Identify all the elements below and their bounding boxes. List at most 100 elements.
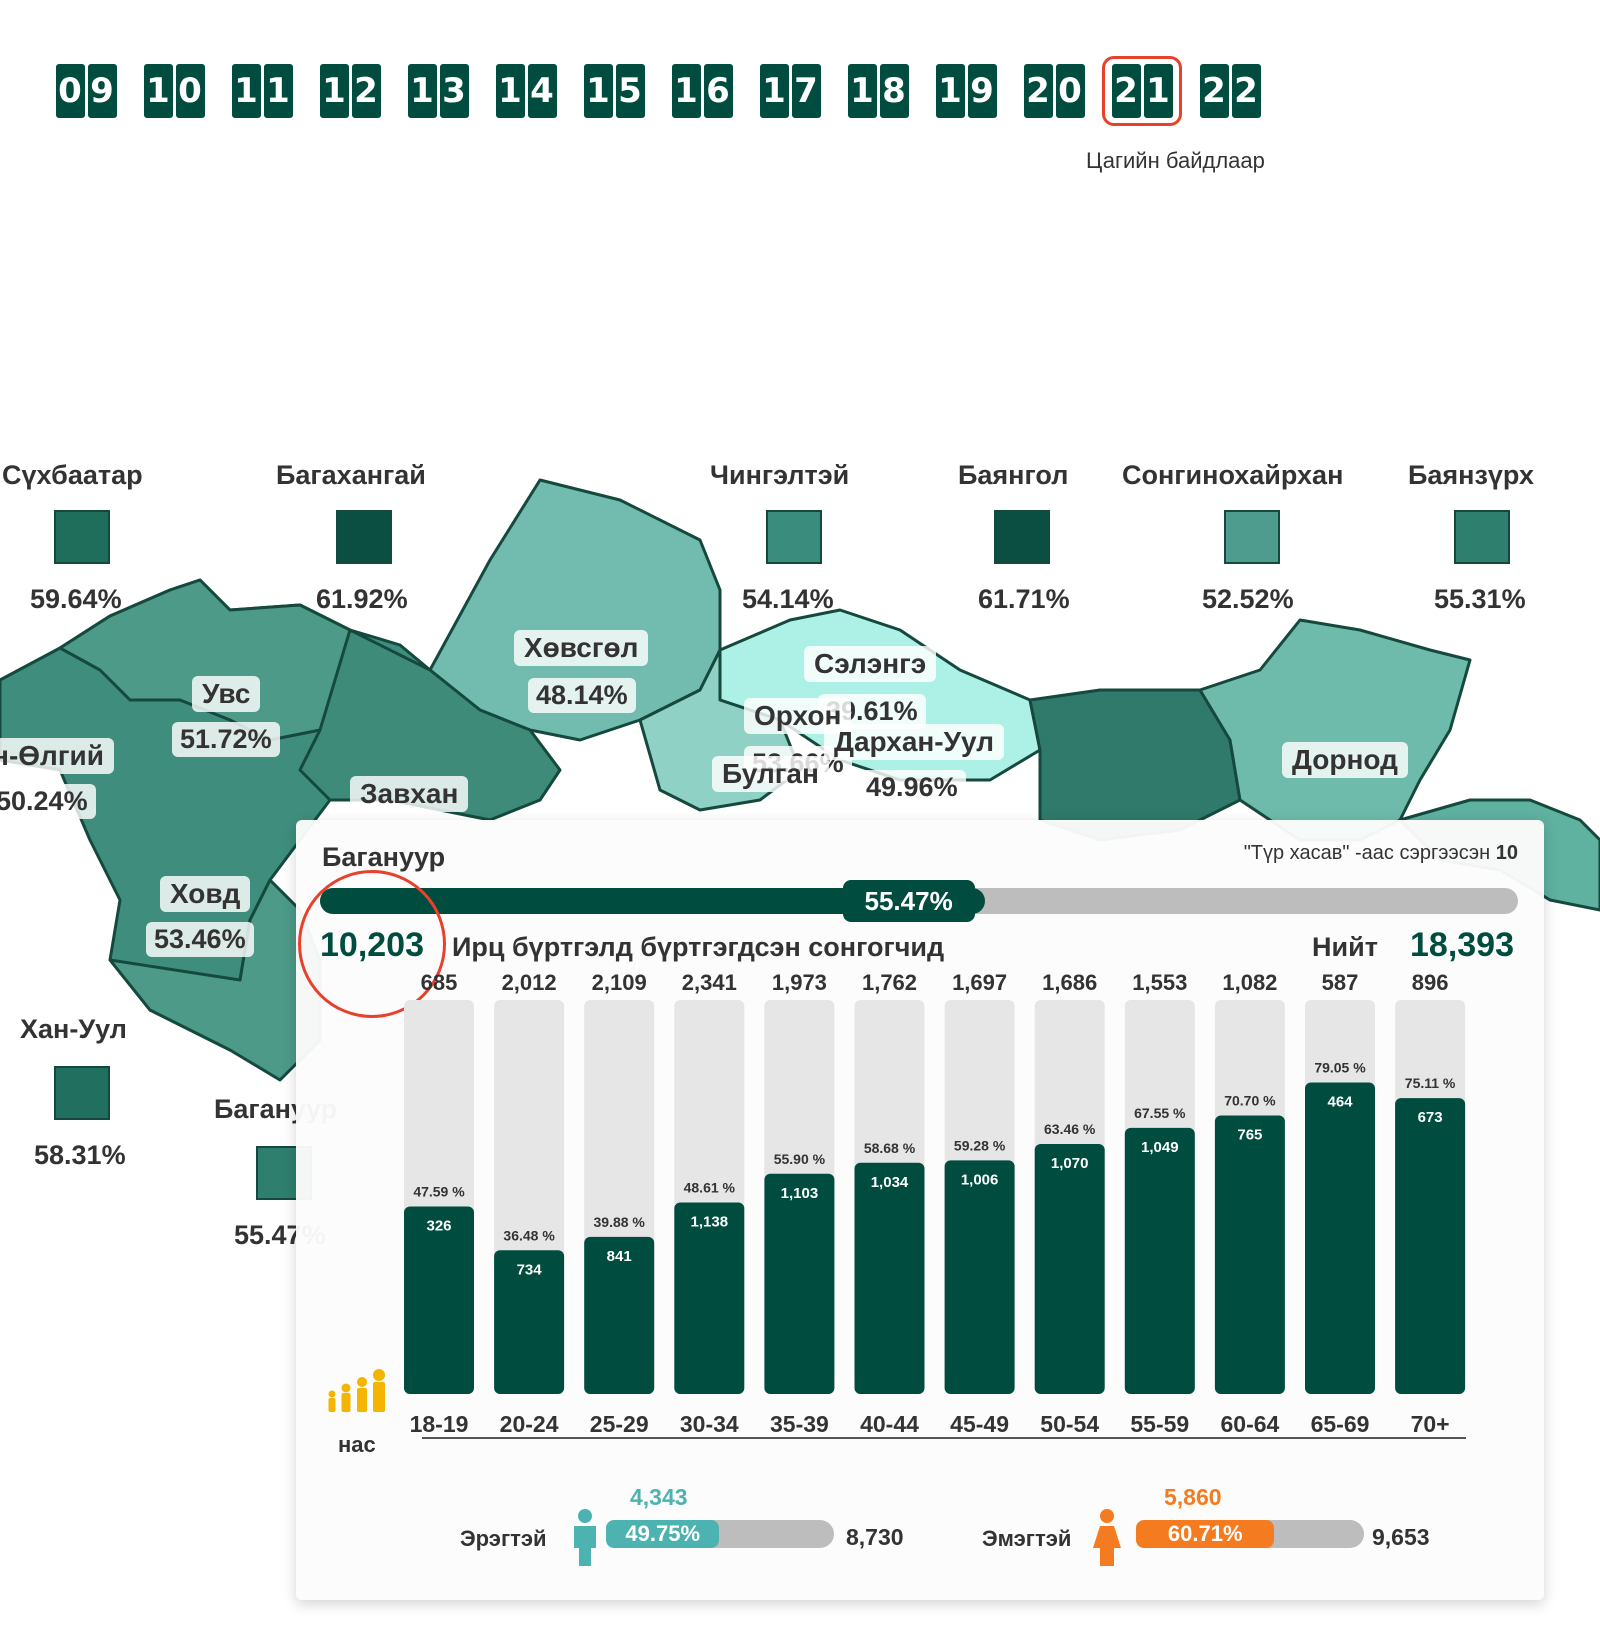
map-label-bulgan: Булган xyxy=(712,756,829,792)
age-value-label: 326 xyxy=(426,1217,451,1234)
legend-pct-bagakhangai: 61.92% xyxy=(316,584,408,614)
male-total: 8,730 xyxy=(846,1524,904,1550)
male-progress-bar: 49.75% xyxy=(606,1520,834,1548)
map-area[interactable]: Хөвсгөл 48.14% Увс 51.72% Баян-Өлгий 50.… xyxy=(0,440,1600,1627)
age-category-label: 50-54 xyxy=(1040,1411,1099,1437)
restored-voters-note: "Түр хасав" -аас сэргээсэн 10 xyxy=(1244,842,1518,865)
age-bar xyxy=(584,1236,655,1394)
hour-digit: 2 xyxy=(1111,64,1141,118)
map-pct-khovsgol: 48.14% xyxy=(528,678,636,713)
map-label-zavkhan: Завхан xyxy=(350,776,469,812)
hour-digit: 2 xyxy=(351,64,381,118)
legend-pct-sukhbaatar: 59.64% xyxy=(30,584,122,614)
age-value-label: 1,049 xyxy=(1141,1139,1179,1156)
legend-swatch-bagakhangai[interactable] xyxy=(336,510,392,564)
map-label-khovsgol: Хөвсгөл xyxy=(514,630,649,666)
age-value-label: 1,138 xyxy=(691,1213,729,1230)
age-percent-label: 63.46 % xyxy=(1044,1121,1096,1137)
total-value: 18,393 xyxy=(1410,926,1514,964)
age-bar xyxy=(494,1250,565,1394)
age-total-label: 1,762 xyxy=(862,970,917,995)
hour-digit: 0 xyxy=(1055,64,1085,118)
registered-count: 10,203 xyxy=(320,926,424,964)
hour-digit: 6 xyxy=(703,64,733,118)
card-title: Багануур xyxy=(322,842,446,872)
mongolia-map[interactable] xyxy=(0,440,1600,1627)
female-count: 5,860 xyxy=(1164,1484,1222,1510)
age-percent-label: 75.11 % xyxy=(1405,1075,1456,1091)
legend-swatch-sukhbaatar[interactable] xyxy=(54,510,110,564)
hour-digit: 9 xyxy=(87,64,117,118)
legend-swatch-songinokhairkhan[interactable] xyxy=(1224,510,1280,564)
age-category-label: 30-34 xyxy=(680,1411,739,1437)
age-total-label: 1,686 xyxy=(1042,970,1097,995)
registered-label: Ирц бүртгэлд бүртгэгдсэн сонгогчид xyxy=(452,932,945,962)
hour-digit: 1 xyxy=(759,64,789,118)
age-total-label: 2,012 xyxy=(502,970,557,995)
age-total-label: 1,697 xyxy=(952,970,1007,995)
legend-name-bayangol: Баянгол xyxy=(958,460,1069,490)
hour-selector-caption: Цагийн байдлаар xyxy=(1086,148,1265,173)
hour-digit: 8 xyxy=(879,64,909,118)
legend-pct-bayangol: 61.71% xyxy=(978,584,1070,614)
hour-digit: 2 xyxy=(1199,64,1229,118)
hour-digit: 1 xyxy=(1143,64,1173,118)
hour-digit: 1 xyxy=(263,64,293,118)
map-pct-uvs: 51.72% xyxy=(172,722,280,757)
age-total-label: 685 xyxy=(421,970,458,995)
age-value-label: 734 xyxy=(517,1261,543,1278)
age-percent-label: 79.05 % xyxy=(1314,1060,1366,1076)
restored-voters-label: "Түр хасав" -аас сэргээсэн xyxy=(1243,842,1491,864)
legend-name-bayanzurkh: Баянзүрх xyxy=(1408,460,1535,490)
female-progress-bar: 60.71% xyxy=(1136,1520,1364,1548)
age-category-label: 70+ xyxy=(1411,1411,1450,1437)
age-total-label: 1,082 xyxy=(1222,970,1277,995)
hour-digit: 0 xyxy=(55,64,85,118)
map-pct-darkhan-uul: 49.96% xyxy=(858,770,966,805)
age-category-label: 25-29 xyxy=(590,1411,649,1437)
legend-name-chingeltei: Чингэлтэй xyxy=(710,460,850,490)
map-label-bayan-olgii: Баян-Өлгий xyxy=(0,738,114,774)
map-label-selenge: Сэлэнгэ xyxy=(804,646,937,682)
female-total: 9,653 xyxy=(1372,1524,1430,1550)
map-label-uvs: Увс xyxy=(192,676,261,712)
hour-digit: 7 xyxy=(791,64,821,118)
map-label-khovd: Ховд xyxy=(160,876,251,912)
age-bar xyxy=(944,1160,1015,1394)
hour-digit: 1 xyxy=(583,64,613,118)
legend-swatch-bayanzurkh[interactable] xyxy=(1454,510,1510,564)
hour-digit: 5 xyxy=(615,64,645,118)
age-value-label: 1,103 xyxy=(781,1185,819,1202)
turnout-percent-badge: 55.47% xyxy=(842,880,975,922)
map-region-khentii xyxy=(1028,688,1242,842)
legend-swatch-khan-uul[interactable] xyxy=(54,1066,110,1120)
age-percent-label: 70.70 % xyxy=(1224,1092,1276,1108)
age-category-label: 40-44 xyxy=(860,1411,919,1437)
hour-digit: 1 xyxy=(935,64,965,118)
age-category-label: 35-39 xyxy=(770,1411,829,1437)
age-value-label: 673 xyxy=(1418,1109,1443,1126)
female-label: Эмэгтэй xyxy=(982,1526,1072,1551)
legend-swatch-chingeltei[interactable] xyxy=(766,510,822,564)
legend-swatch-bayangol[interactable] xyxy=(994,510,1050,564)
age-bar xyxy=(1124,1127,1195,1394)
age-bar xyxy=(1305,1082,1375,1394)
people-age-icon xyxy=(328,1369,385,1412)
age-category-label: 65-69 xyxy=(1311,1411,1370,1437)
male-icon xyxy=(574,1509,596,1566)
male-percent-fill: 49.75% xyxy=(606,1520,720,1548)
